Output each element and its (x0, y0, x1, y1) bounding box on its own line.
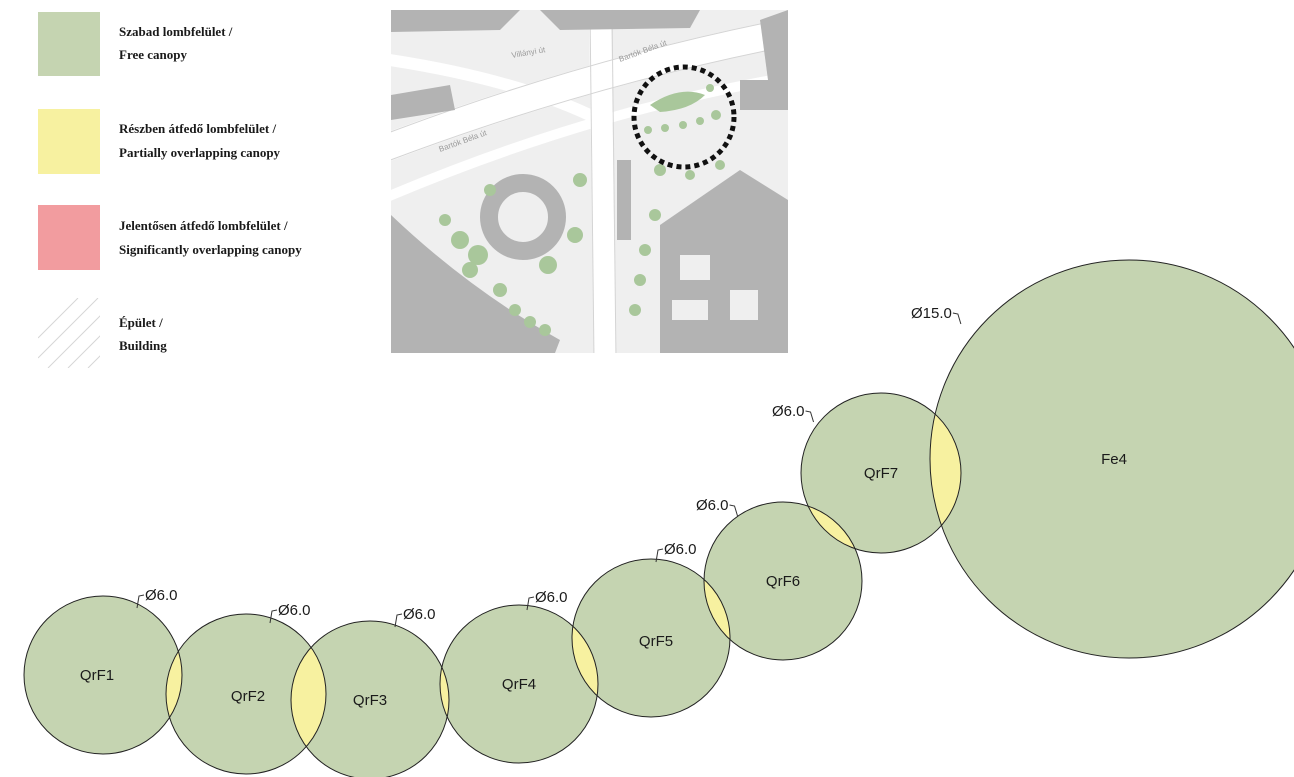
tree-label: QrF5 (639, 633, 673, 650)
tree-label: QrF3 (353, 692, 387, 709)
canopy-circle-qrf2 (166, 614, 326, 774)
legend-building-line1: Épület / (119, 315, 163, 330)
legend-item-free-canopy: Szabad lombfelület / Free canopy (38, 12, 233, 76)
legend-item-partial-canopy: Részben átfedő lombfelület / Partially o… (38, 109, 281, 174)
diameter-label: Ø15.0 (911, 305, 952, 322)
legend-swatch-building-hatch (38, 298, 100, 368)
canopy-outline (800, 392, 962, 554)
legend-significant-line2: Significantly overlapping canopy (119, 242, 302, 257)
canopy-outline (290, 620, 450, 777)
canopy-circle-qrf7 (801, 393, 961, 553)
map-trees (439, 84, 725, 336)
map-road-edges (391, 10, 788, 353)
canopy-circle-qrf6 (704, 502, 862, 660)
diameter-leader (952, 312, 962, 325)
map-round-building (480, 174, 566, 260)
legend-building-line2: Building (119, 338, 167, 353)
diameter-label: Ø6.0 (772, 403, 805, 420)
map-courtyards (672, 255, 758, 320)
canopy-outline (23, 595, 183, 755)
legend-item-significant-canopy: Jelentősen átfedő lombfelület / Signific… (38, 205, 302, 270)
diameter-label: Ø6.0 (535, 589, 568, 606)
legend-swatch-free (38, 12, 100, 76)
legend-free-line2: Free canopy (119, 47, 187, 62)
legend-partial-line2: Partially overlapping canopy (119, 145, 281, 160)
canopy-circle-qrf3 (291, 621, 449, 777)
diameter-label: Ø6.0 (145, 587, 178, 604)
canopy-circle-fe4 (930, 260, 1294, 658)
diameter-label: Ø6.0 (696, 497, 729, 514)
canopy-circle-qrf1 (24, 596, 182, 754)
legend-partial-line1: Részben átfedő lombfelület / (119, 121, 276, 136)
canopy-outline (571, 558, 731, 718)
tree-label: QrF7 (864, 465, 898, 482)
trees-layer (24, 260, 1294, 777)
canopy-outline (439, 604, 599, 764)
map-roads (391, 10, 788, 353)
canopy-outline (703, 501, 863, 661)
canopy-outline (165, 613, 327, 775)
diameter-label: Ø6.0 (664, 541, 697, 558)
diameter-leader (526, 596, 535, 611)
tree-label: QrF2 (231, 688, 265, 705)
tree-label: QrF6 (766, 573, 800, 590)
legend-free-line1: Szabad lombfelület / (119, 24, 233, 39)
tree-label: QrF4 (502, 676, 536, 693)
location-map: Villányi út Bartók Béla út Bartók Béla ú… (391, 10, 788, 353)
legend-significant-line1: Jelentősen átfedő lombfelület / (119, 218, 288, 233)
canopy-outline (929, 259, 1294, 659)
diameter-label: Ø6.0 (278, 602, 311, 619)
map-shelter (617, 160, 631, 240)
map-focus-marker (631, 64, 737, 170)
legend-swatch-partial (38, 109, 100, 174)
tree-label: Fe4 (1101, 451, 1127, 468)
diameter-leader (136, 594, 145, 609)
diameter-leader (655, 548, 664, 563)
diameter-leader (394, 613, 403, 628)
diameter-leader (805, 410, 815, 423)
tree-label: QrF1 (80, 667, 114, 684)
diameter-label: Ø6.0 (403, 606, 436, 623)
legend: Szabad lombfelület / Free canopy Részben… (38, 12, 302, 368)
canopy-circle-qrf5 (572, 559, 730, 717)
legend-swatch-significant (38, 205, 100, 270)
labels-layer: QrF1 Ø6.0 QrF2 Ø6.0 QrF3 Ø6.0 QrF4 Ø6.0 QrF5 Ø6.0… (80, 305, 1127, 709)
diameter-leader (269, 609, 278, 624)
canopy-circle-qrf4 (440, 605, 598, 763)
outlines-layer (23, 259, 1294, 777)
diameter-leader (729, 504, 739, 517)
legend-item-building: Épület / Building (38, 298, 167, 368)
